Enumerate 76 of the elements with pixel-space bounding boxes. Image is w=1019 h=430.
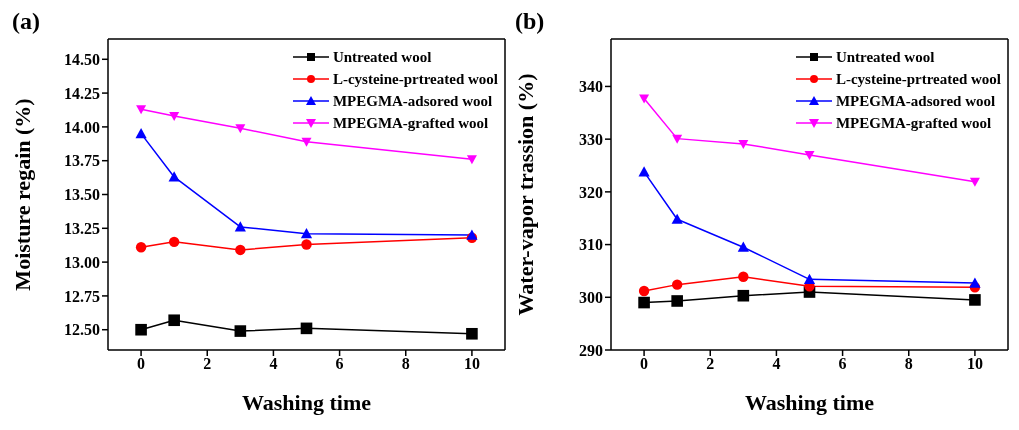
y-tick-label: 13.00 [64, 253, 100, 271]
point [671, 213, 683, 224]
point [135, 128, 147, 139]
y-tick-label: 340 [579, 78, 603, 96]
legend-label: MPEGMA-adsored wool [835, 92, 996, 111]
legend-label: Untreated wool [835, 48, 935, 67]
y-tick-label: 310 [579, 236, 603, 254]
x-tick-label: 4 [772, 355, 781, 373]
legend-label: MPEGMA-adsored wool [332, 92, 493, 111]
point [671, 279, 683, 290]
point [803, 273, 816, 284]
point [738, 139, 749, 149]
x-tick-label: 2 [203, 355, 212, 373]
y-tick-label: 14.25 [64, 84, 100, 102]
y-axis-title: Moisture regain (%) [9, 98, 35, 291]
legend-label: MPEGMA-grafted wool [332, 114, 489, 133]
x-tick-label: 0 [137, 355, 146, 373]
x-tick-label: 2 [706, 355, 715, 373]
x-tick-label: 10 [966, 355, 983, 373]
y-tick-label: 14.00 [64, 118, 100, 136]
y-tick-label: 12.75 [64, 287, 100, 305]
point [969, 294, 981, 306]
point [235, 244, 246, 256]
y-tick-label: 13.50 [64, 186, 100, 204]
chart-title: (a) [12, 8, 40, 35]
x-axis-title: Washing time [745, 390, 875, 415]
y-tick-label: 290 [579, 341, 603, 359]
point [804, 150, 815, 160]
point [234, 221, 246, 232]
x-tick-label: 6 [335, 355, 344, 373]
point [466, 155, 477, 165]
point [235, 124, 246, 134]
chart-title: (b) [515, 8, 545, 35]
x-tick-label: 0 [640, 355, 649, 373]
point [135, 323, 147, 336]
point [738, 271, 749, 282]
point [737, 289, 750, 302]
x-tick-label: 4 [269, 355, 278, 373]
point [301, 239, 312, 250]
point [300, 322, 313, 335]
point [638, 166, 650, 177]
x-tick-label: 6 [838, 355, 847, 373]
legend-label: MPEGMA-grafted wool [835, 114, 992, 133]
x-tick-label: 10 [463, 355, 480, 373]
point [638, 296, 650, 309]
point [136, 105, 147, 115]
legend-label: Untreated wool [332, 48, 432, 67]
point [672, 134, 683, 144]
point [300, 228, 313, 239]
point [301, 137, 312, 147]
y-tick-label: 14.50 [64, 50, 100, 68]
y-tick-label: 300 [579, 288, 603, 306]
y-tick-label: 12.50 [64, 321, 100, 339]
point [969, 177, 980, 187]
point [169, 112, 180, 122]
x-tick-label: 8 [401, 355, 410, 373]
point [671, 295, 683, 307]
point [969, 277, 981, 288]
point [168, 236, 180, 248]
point [639, 94, 650, 104]
point [234, 325, 247, 337]
x-tick-label: 8 [904, 355, 913, 373]
point [737, 241, 749, 252]
y-tick-label: 13.25 [64, 219, 100, 237]
y-axis-title: Water-vapor trassion (%) [512, 73, 538, 316]
legend-label: L-cysteine-prtreated wool [332, 70, 498, 89]
point [168, 314, 180, 327]
legend-label: L-cysteine-prtreated wool [835, 70, 1001, 89]
y-tick-label: 330 [579, 130, 603, 148]
point [466, 327, 478, 340]
point [168, 171, 180, 182]
x-axis-title: Washing time [242, 390, 372, 415]
point [135, 242, 147, 253]
point [638, 285, 650, 297]
y-tick-label: 13.75 [64, 152, 100, 170]
y-tick-label: 320 [579, 183, 603, 201]
